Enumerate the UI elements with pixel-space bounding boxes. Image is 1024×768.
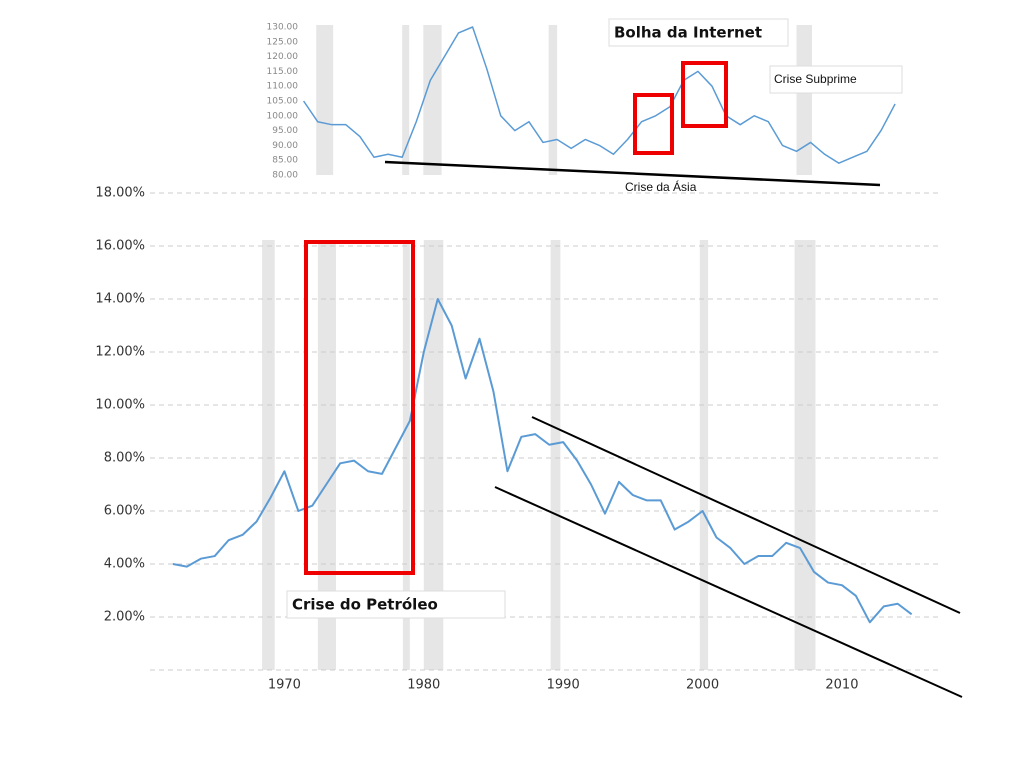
recession-band [402, 240, 410, 670]
recession-band [402, 25, 410, 175]
recession-band [550, 240, 561, 670]
annotation-box [769, 65, 903, 94]
trend-line [494, 486, 963, 698]
recession-band [794, 240, 816, 670]
y-tick-label: 8.00% [104, 451, 145, 466]
highlight-box [304, 240, 415, 575]
recession-band [423, 25, 442, 175]
y-tick-label: 90.00 [272, 141, 298, 151]
x-tick-label: 2010 [825, 678, 858, 693]
recession-band [699, 240, 709, 670]
x-tick-label: 1980 [407, 678, 440, 693]
recession-band [423, 240, 444, 670]
x-tick-label: 1990 [547, 678, 580, 693]
y-tick-label: 85.00 [272, 156, 298, 166]
annotation: Crise da Ásia [625, 179, 697, 194]
y-tick-label: 14.00% [95, 292, 145, 307]
y-tick-label: 110.00 [267, 82, 299, 92]
annotation: Bolha da Internet [614, 24, 762, 42]
y-tick-label: 125.00 [267, 37, 299, 47]
inset-background [250, 14, 922, 182]
highlight-box [633, 93, 674, 155]
recession-band [316, 25, 334, 175]
y-tick-label: 80.00 [272, 171, 298, 181]
y-tick-label: 95.00 [272, 126, 298, 136]
data-line [302, 26, 896, 164]
trend-line [384, 160, 881, 187]
recession-band [796, 25, 813, 175]
y-tick-label: 10.00% [95, 398, 145, 413]
annotation-box [608, 18, 789, 47]
recession-band [317, 240, 336, 670]
recession-band [548, 25, 558, 175]
y-tick-label: 115.00 [267, 67, 299, 77]
y-tick-label: 12.00% [95, 345, 145, 360]
y-tick-label: 18.00% [95, 186, 145, 201]
y-tick-label: 6.00% [104, 504, 145, 519]
y-tick-label: 105.00 [267, 97, 299, 107]
y-tick-label: 120.00 [267, 52, 299, 62]
y-tick-label: 4.00% [104, 557, 145, 572]
y-tick-label: 100.00 [267, 111, 299, 121]
highlight-box [681, 61, 728, 128]
main-chart: 2.00% 4.00% 6.00% 8.00% 10.00% 12.00% 14.00% 16… [95, 186, 940, 693]
data-line [172, 298, 913, 624]
trend-line [531, 416, 961, 614]
y-tick-label: 130.00 [267, 23, 299, 33]
annotation: Crise Subprime [774, 72, 857, 86]
x-tick-label: 1970 [268, 678, 301, 693]
annotation-box [286, 590, 506, 619]
y-tick-label: 2.00% [104, 610, 145, 625]
inset-chart: 80.00 85.00 90.00 95.00 100.00 105.00 110.00 11… [267, 23, 896, 181]
annotation: Crise do Petróleo [292, 596, 438, 614]
recession-band [262, 240, 275, 670]
y-tick-label: 16.00% [95, 239, 145, 254]
x-tick-label: 2000 [686, 678, 719, 693]
